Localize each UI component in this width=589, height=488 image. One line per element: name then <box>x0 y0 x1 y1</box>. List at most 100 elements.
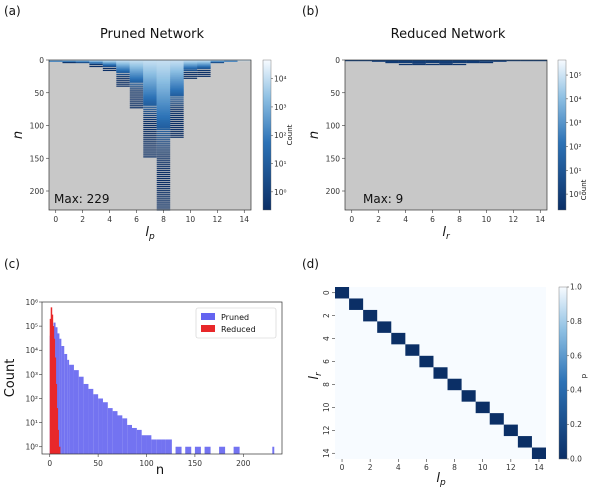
colorbar-tick-label: 0.4 <box>570 386 582 395</box>
x-tick-label: 6 <box>430 215 435 224</box>
heatmap-cell <box>156 114 171 116</box>
heatmap-cell <box>156 90 171 92</box>
heatmap-cell <box>62 61 76 64</box>
heatmap-cell <box>170 64 184 66</box>
bar-reduced <box>56 408 59 454</box>
colorbar-label-a: Count <box>286 124 294 145</box>
bar-pruned <box>141 435 147 454</box>
heatmap-cell <box>75 60 90 62</box>
x-tick-label: 6 <box>134 215 139 224</box>
heatmap-cell <box>156 125 171 127</box>
x-tick-label: 0 <box>53 215 58 224</box>
heatmap-cell <box>170 84 184 87</box>
x-tick-label: 0 <box>340 463 345 472</box>
y-tick-label: 50 <box>330 89 340 98</box>
heatmap-cell <box>156 103 171 106</box>
bar-pruned <box>185 446 192 454</box>
colorbar-label-d: p <box>580 373 588 378</box>
heatmap-cell <box>143 122 157 125</box>
x-tick-label: 8 <box>161 215 166 224</box>
heatmap-cell <box>156 67 171 69</box>
heatmap-cell <box>156 73 171 75</box>
heatmap-cell <box>156 120 171 122</box>
heatmap-cell <box>116 69 130 71</box>
heatmap-cell <box>102 63 117 65</box>
panel-a: Pruned Network 0 2 4 6 8 10 12 14 050100150200 … <box>11 27 294 242</box>
x-tick-label: 0 <box>47 459 52 468</box>
heatmap-cell <box>129 71 144 73</box>
heatmap-cell <box>156 111 171 113</box>
heatmap-cell <box>425 61 440 63</box>
colorbar-tick-label: 10² <box>569 142 582 151</box>
heatmap-cell <box>143 79 157 81</box>
heatmap-cell <box>479 60 494 62</box>
x-tick-label: 200 <box>236 459 251 468</box>
bar-pruned <box>98 398 103 454</box>
heatmap-cell <box>143 126 157 129</box>
bar-pruned <box>107 408 113 454</box>
heatmap-cell <box>170 74 184 76</box>
heatmap-cell <box>143 70 157 72</box>
bar-pruned <box>132 427 137 454</box>
heatmap-cell <box>358 60 372 62</box>
heatmap-cell <box>129 105 144 107</box>
heatmap-cell <box>156 65 171 67</box>
heatmap-cell <box>170 94 184 96</box>
x-tick-label: 150 <box>188 459 203 468</box>
heatmap-cell <box>143 94 157 96</box>
heatmap-cell <box>452 61 467 64</box>
heatmap-cell <box>156 203 171 205</box>
heatmap-cell <box>129 69 144 71</box>
heatmap-cell <box>156 72 171 74</box>
heatmap-cell <box>156 100 171 102</box>
heatmap-cell <box>156 79 171 81</box>
colorbar-tick-label: 1.0 <box>570 283 582 292</box>
heatmap-cell <box>156 181 171 184</box>
heatmap-cell <box>345 60 359 62</box>
heatmap-cell <box>129 73 144 75</box>
heatmap-cell <box>62 61 76 63</box>
heatmap-cell <box>156 115 171 117</box>
panel-d: 0 2 4 6 8 10 12 14 0 2 4 6 8 10 12 14 lp lr 0.0 0.2 0.4 0… <box>307 283 588 488</box>
heatmap-cell <box>197 60 211 62</box>
x-tick-label: 8 <box>457 215 462 224</box>
bar-pruned <box>61 346 65 454</box>
heatmap-cell <box>156 185 171 187</box>
heatmap-cell <box>143 142 157 144</box>
heatmap-cell <box>143 73 157 75</box>
heatmap-cell <box>197 75 211 77</box>
heatmap-cell <box>156 164 171 166</box>
heatmap-cell <box>156 92 171 94</box>
heatmap-cell <box>156 113 171 115</box>
heatmap-cell <box>143 82 157 84</box>
heatmap-cell <box>143 66 157 68</box>
heatmap-cell <box>156 60 171 62</box>
y-tick-label: 200 <box>30 187 45 196</box>
colorbar-tick-label: 10³ <box>569 119 582 128</box>
y-tick-label: 200 <box>326 187 341 196</box>
heatmap-cell <box>170 69 184 72</box>
heatmap-cell <box>156 115 171 117</box>
heatmap-cell <box>371 60 386 62</box>
heatmap-cell <box>129 75 144 77</box>
x-tick-label: 6 <box>424 463 429 472</box>
bar-reduced <box>52 326 55 454</box>
heatmap-cell <box>143 103 157 106</box>
x-tick-label: 50 <box>93 459 103 468</box>
heatmap-cell <box>170 109 184 111</box>
heatmap-cell <box>143 60 157 62</box>
heatmap-cell <box>89 63 103 66</box>
diagonal-cell <box>377 321 392 333</box>
heatmap-cell <box>156 195 171 197</box>
heatmap-cell <box>143 113 157 115</box>
heatmap-cell <box>116 79 130 81</box>
heatmap-cell <box>156 116 171 119</box>
heatmap-cell <box>129 79 144 81</box>
heatmap-cell <box>116 66 130 68</box>
y-tick-label: 0 <box>39 56 44 65</box>
ylabel-b: n <box>307 131 322 139</box>
diagonal-cell <box>531 447 546 459</box>
heatmap-cell <box>156 82 171 84</box>
heatmap-cell <box>143 95 157 97</box>
heatmap-cell <box>156 108 171 110</box>
